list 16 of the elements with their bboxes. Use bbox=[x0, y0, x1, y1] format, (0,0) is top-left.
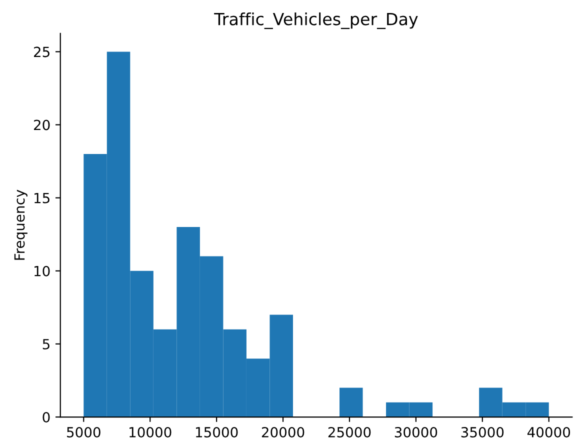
y-tick-label: 10 bbox=[34, 266, 50, 276]
x-tick-label: 40000 bbox=[527, 426, 570, 438]
x-tick-label: 5000 bbox=[67, 426, 100, 438]
x-tick-label: 30000 bbox=[394, 426, 438, 438]
chart-title: Traffic_Vehicles_per_Day bbox=[214, 12, 418, 30]
x-tick-label: 35000 bbox=[461, 426, 504, 438]
y-tick-label: 0 bbox=[42, 412, 50, 422]
y-tick-label: 20 bbox=[34, 120, 50, 130]
x-tick-label: 25000 bbox=[328, 426, 371, 438]
y-tick-label: 5 bbox=[42, 339, 50, 350]
y-tick-label: 15 bbox=[34, 192, 50, 204]
y-tick-label: 25 bbox=[34, 46, 50, 58]
x-tick-label: 10000 bbox=[130, 426, 172, 438]
x-tick-label: 20000 bbox=[262, 426, 304, 438]
x-tick-label: 15000 bbox=[196, 426, 238, 438]
y-axis-title: Frequency bbox=[14, 190, 28, 260]
